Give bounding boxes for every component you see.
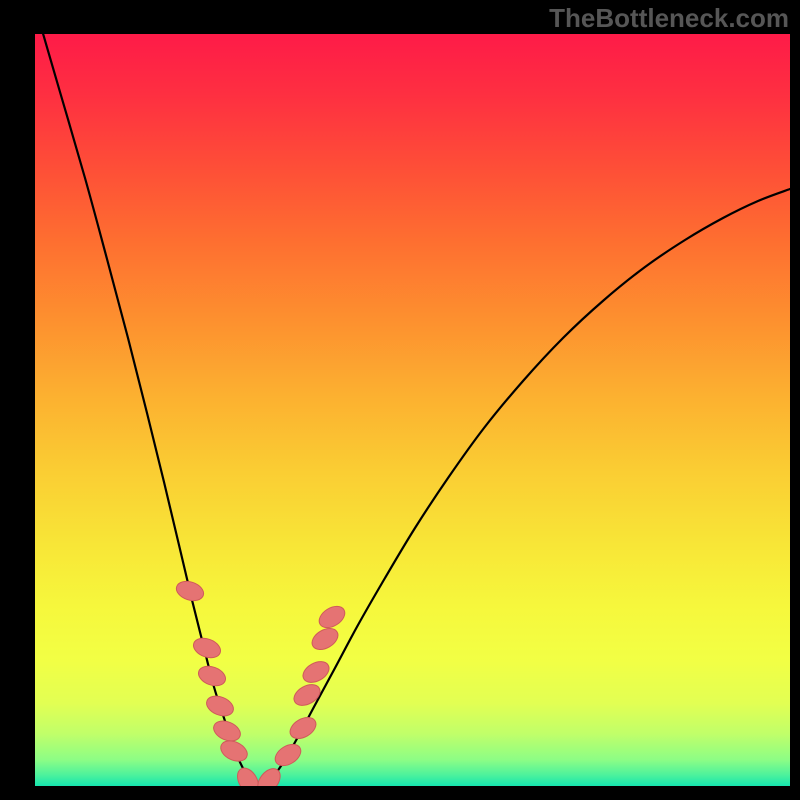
- frame-bottom: [0, 786, 800, 800]
- chart-plot-area: [35, 34, 790, 786]
- frame-left: [0, 0, 35, 800]
- chart-svg: [35, 34, 790, 786]
- chart-background: [35, 34, 790, 786]
- frame-right: [790, 0, 800, 800]
- watermark-text: TheBottleneck.com: [549, 3, 789, 34]
